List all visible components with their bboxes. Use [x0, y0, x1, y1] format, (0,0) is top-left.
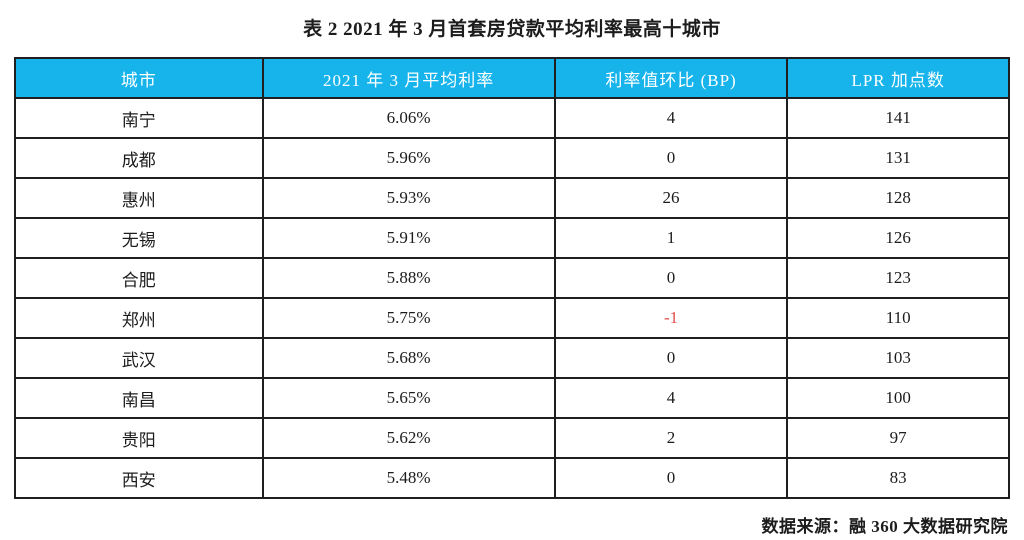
cell-avg-rate: 5.65%	[261, 377, 556, 419]
mortgage-rates-table: 城市 2021 年 3 月平均利率 利率值环比 (BP) LPR 加点数 南宁 6…	[14, 57, 1010, 499]
cell-lpr-points: 126	[786, 217, 1010, 259]
table-row: 郑州 5.75% -1 110	[14, 297, 1010, 339]
cell-mom-bp: 1	[553, 217, 789, 259]
table-row: 无锡 5.91% 1 126	[14, 217, 1010, 259]
cell-lpr-points: 131	[786, 137, 1010, 179]
cell-lpr-points: 110	[786, 297, 1010, 339]
col-header-city: 城市	[14, 57, 264, 99]
cell-mom-bp: 4	[553, 377, 789, 419]
cell-city: 惠州	[14, 177, 264, 219]
cell-city: 西安	[14, 457, 264, 499]
cell-city: 郑州	[14, 297, 264, 339]
cell-avg-rate: 5.91%	[261, 217, 556, 259]
cell-mom-bp: 0	[553, 257, 789, 299]
cell-city: 南宁	[14, 97, 264, 139]
cell-avg-rate: 5.48%	[261, 457, 556, 499]
cell-mom-bp: 0	[553, 337, 789, 379]
cell-lpr-points: 100	[786, 377, 1010, 419]
header-row: 城市 2021 年 3 月平均利率 利率值环比 (BP) LPR 加点数	[14, 57, 1010, 99]
cell-city: 贵阳	[14, 417, 264, 459]
cell-avg-rate: 5.88%	[261, 257, 556, 299]
table-row: 南昌 5.65% 4 100	[14, 377, 1010, 419]
cell-lpr-points: 97	[786, 417, 1010, 459]
cell-city: 南昌	[14, 377, 264, 419]
table-row: 贵阳 5.62% 2 97	[14, 417, 1010, 459]
table-body: 南宁 6.06% 4 141 成都 5.96% 0 131 惠州 5.93% 26 128 无锡 5.91…	[14, 97, 1010, 499]
cell-avg-rate: 5.75%	[261, 297, 556, 339]
cell-city: 成都	[14, 137, 264, 179]
cell-mom-bp: 4	[553, 97, 789, 139]
cell-lpr-points: 103	[786, 337, 1010, 379]
col-header-avg-rate: 2021 年 3 月平均利率	[261, 57, 556, 99]
cell-mom-bp: 2	[553, 417, 789, 459]
table-row: 成都 5.96% 0 131	[14, 137, 1010, 179]
cell-lpr-points: 128	[786, 177, 1010, 219]
col-header-mom-bp: 利率值环比 (BP)	[553, 57, 789, 99]
cell-avg-rate: 5.93%	[261, 177, 556, 219]
cell-avg-rate: 5.62%	[261, 417, 556, 459]
cell-avg-rate: 5.68%	[261, 337, 556, 379]
data-source-note: 数据来源：融 360 大数据研究院	[761, 517, 1008, 536]
table-row: 惠州 5.93% 26 128	[14, 177, 1010, 219]
cell-lpr-points: 123	[786, 257, 1010, 299]
cell-mom-bp: 0	[553, 137, 789, 179]
cell-avg-rate: 6.06%	[261, 97, 556, 139]
cell-city: 合肥	[14, 257, 264, 299]
cell-lpr-points: 141	[786, 97, 1010, 139]
table-row: 武汉 5.68% 0 103	[14, 337, 1010, 379]
table-row: 合肥 5.88% 0 123	[14, 257, 1010, 299]
cell-avg-rate: 5.96%	[261, 137, 556, 179]
cell-mom-bp: -1	[553, 297, 789, 339]
table-row: 南宁 6.06% 4 141	[14, 97, 1010, 139]
cell-mom-bp: 0	[553, 457, 789, 499]
cell-lpr-points: 83	[786, 457, 1010, 499]
page: 表 2 2021 年 3 月首套房贷款平均利率最高十城市 城市 2021 年 3…	[0, 14, 1024, 540]
table-header: 城市 2021 年 3 月平均利率 利率值环比 (BP) LPR 加点数	[14, 57, 1010, 99]
cell-city: 无锡	[14, 217, 264, 259]
table-row: 西安 5.48% 0 83	[14, 457, 1010, 499]
cell-city: 武汉	[14, 337, 264, 379]
col-header-lpr-points: LPR 加点数	[786, 57, 1010, 99]
table-title: 表 2 2021 年 3 月首套房贷款平均利率最高十城市	[303, 19, 721, 40]
cell-mom-bp: 26	[553, 177, 789, 219]
